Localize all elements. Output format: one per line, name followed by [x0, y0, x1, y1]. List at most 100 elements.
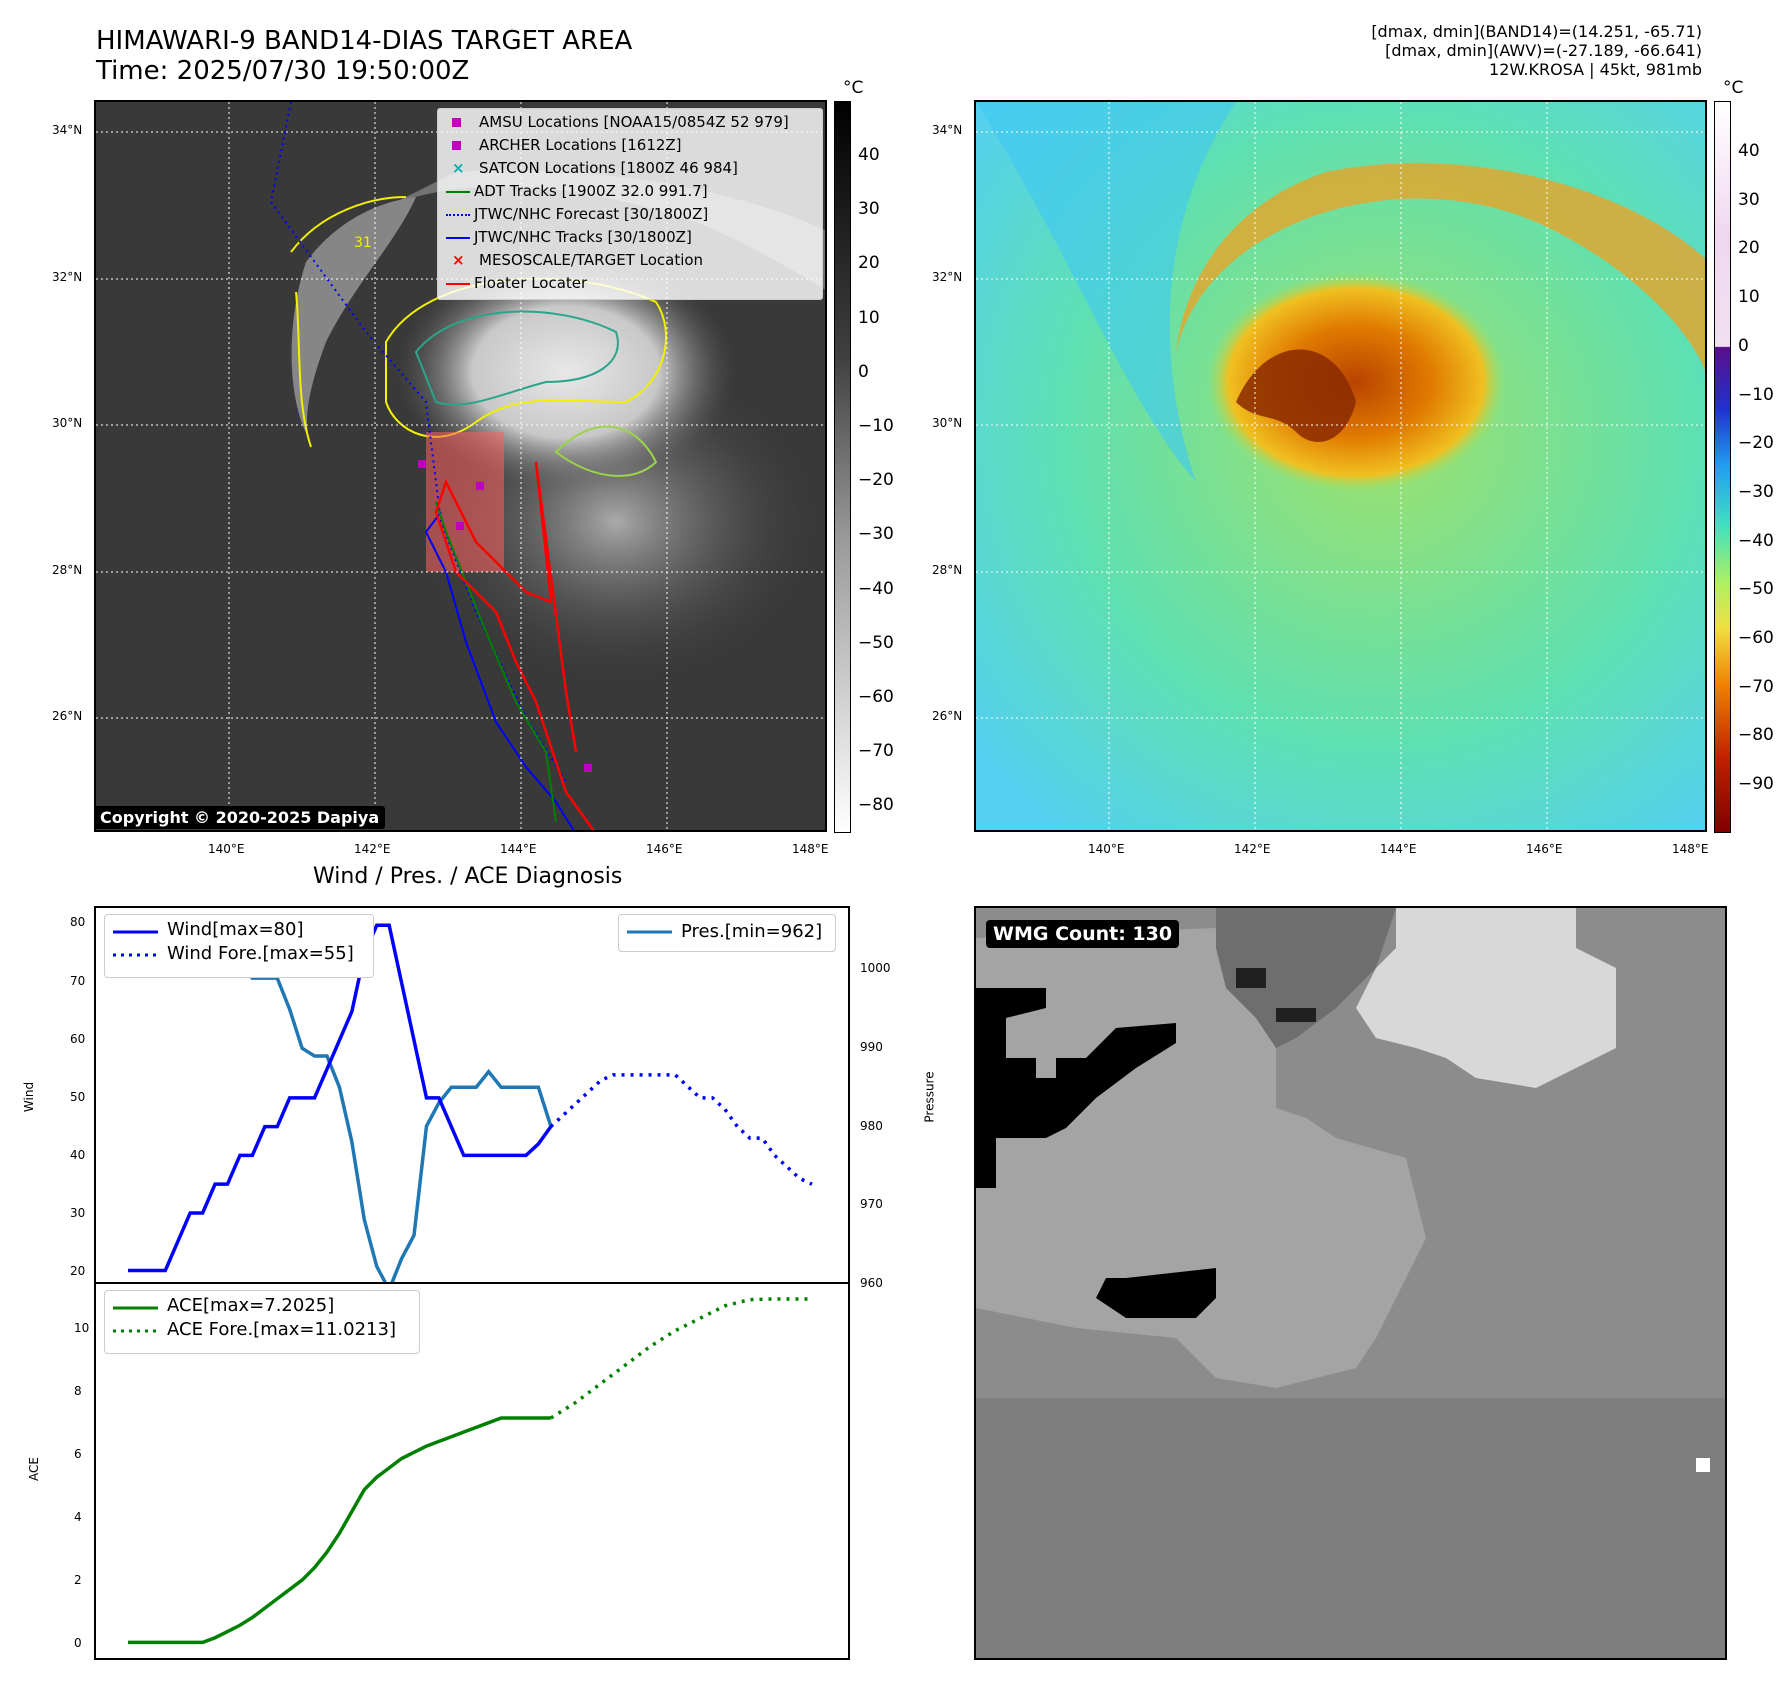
colorbar_awv-tick: −90 [1738, 774, 1774, 795]
ir-lat-label-28: 28°N [52, 563, 83, 577]
colorbar_ir-tick: 20 [858, 253, 880, 274]
contour-green-south [554, 425, 658, 477]
awv-lat-label-28: 28°N [932, 563, 963, 577]
colorbar_ir-tick: 30 [858, 199, 880, 220]
wind-tick: 60 [70, 1031, 86, 1046]
ace-tick: 2 [74, 1573, 82, 1588]
wmg-block-dark-2 [1276, 1008, 1316, 1022]
series-line-1 [399, 982, 553, 1158]
figure-title: HIMAWARI-9 BAND14-DIAS TARGET AREA Time: … [96, 26, 632, 86]
awv-outer-band [1176, 163, 1705, 371]
ir-lon-label-140: 140°E [208, 842, 245, 856]
colorbar_awv-tick: 10 [1738, 287, 1760, 308]
floater-track [434, 461, 595, 830]
info-block: [dmax, dmin](BAND14)=(14.251, -65.71) [d… [1371, 22, 1702, 79]
info-line-3: 12W.KROSA | 45kt, 981mb [1489, 60, 1702, 79]
ace-tick: 0 [74, 1636, 82, 1651]
ace-ylabel: ACE [26, 1457, 41, 1481]
colorbar_awv-tick: 20 [1738, 238, 1760, 259]
pressure-ylabel: Pressure [922, 1071, 937, 1123]
colorbar_ir-tick: 0 [858, 361, 869, 382]
colorbar_ir-tick: −50 [858, 632, 894, 653]
colorbar_awv-tick: −70 [1738, 676, 1774, 697]
title-line-2: Time: 2025/07/30 19:50:00Z [96, 56, 470, 86]
wind-tick: 30 [70, 1206, 86, 1221]
awv-colorbar-unit: °C [1723, 78, 1744, 98]
ir-lat-label-30: 30°N [52, 416, 83, 430]
colorbar_ir-tick: −80 [858, 795, 894, 816]
wmg-lower-field [976, 1398, 1725, 1658]
series-line-0 [128, 1416, 551, 1645]
awv-lon-label-140: 140°E [1088, 842, 1125, 856]
ir-lon-label-142: 142°E [354, 842, 391, 856]
awv-lon-label-146: 146°E [1526, 842, 1563, 856]
colorbar_awv-tick: −40 [1738, 530, 1774, 551]
colorbar_awv-tick: −30 [1738, 481, 1774, 502]
series-line-0 [128, 923, 404, 1273]
colorbar_awv-tick: −80 [1738, 725, 1774, 746]
legend-item-mesoscale: × MESOSCALE/TARGET Location [452, 251, 704, 269]
contour-teal-core [414, 310, 619, 406]
wmg-panel [974, 906, 1727, 1660]
ace-tick: 4 [74, 1510, 82, 1525]
wind-tick: 50 [70, 1089, 86, 1104]
awv-graticule [976, 102, 1705, 830]
ir-lon-label-146: 146°E [646, 842, 683, 856]
colorbar_ir-tick: 40 [858, 145, 880, 165]
awv-lat-label-34: 34°N [932, 123, 963, 137]
ace-legend: ACE[max=7.2025] ACE Fore.[max=11.0213] [104, 1290, 420, 1354]
colorbar_awv-tick: −20 [1738, 433, 1774, 454]
ir-colorbar [834, 101, 851, 833]
ir-colorbar-unit: °C [843, 78, 864, 98]
legend-item-jtwc-tracks: JTWC/NHC Tracks [30/1800Z] [446, 228, 692, 246]
ir-lat-label-34: 34°N [52, 123, 83, 137]
colorbar_ir-tick: −60 [858, 687, 894, 707]
wind-legend: Wind[max=80] Wind Fore.[max=55] [104, 914, 374, 978]
archer-marker [418, 460, 426, 468]
ir-lat-label-32: 32°N [52, 270, 83, 284]
colorbar_awv-tick: −60 [1738, 628, 1774, 648]
legend-wind-fore: Wind Fore.[max=55] [167, 943, 354, 964]
contour-yellow-band [290, 196, 407, 448]
pressure-tick: 990 [860, 1039, 883, 1054]
legend-ace-fore: ACE Fore.[max=11.0213] [167, 1319, 396, 1340]
awv-colorbar [1714, 101, 1731, 833]
wmg-block-black-1 [976, 988, 1176, 1188]
colorbar_ir-tick: −40 [858, 578, 894, 599]
diagnosis-title: Wind / Pres. / ACE Diagnosis [313, 864, 623, 889]
wmg-svg [976, 908, 1725, 1658]
info-line-2: [dmax, dmin](AWV)=(-27.189, -66.641) [1385, 41, 1702, 60]
ace-tick: 8 [74, 1384, 82, 1399]
awv-lon-label-148: 148°E [1672, 842, 1709, 856]
legend-item-jtwc-forecast: JTWC/NHC Forecast [30/1800Z] [446, 205, 708, 223]
mesoscale-target-box [426, 432, 504, 572]
colorbar_awv-tick: 0 [1738, 335, 1749, 356]
colorbar_ir-tick: −10 [858, 416, 894, 436]
awv-core [1206, 272, 1506, 492]
map-legend: AMSU Locations [NOAA15/0854Z 52 979] ARC… [437, 108, 823, 300]
jtwc-track [424, 511, 575, 830]
wmg-region-light [976, 928, 1426, 1388]
colorbar_ir-tick: 10 [858, 307, 880, 328]
series-line-1 [549, 1297, 812, 1420]
pressure-tick: 980 [860, 1118, 883, 1133]
wind-tick: 20 [70, 1264, 86, 1279]
legend-item-amsu: AMSU Locations [NOAA15/0854Z 52 979] [452, 113, 789, 131]
ir-lon-label-144: 144°E [500, 842, 537, 856]
wmg-block-black-2 [1096, 1268, 1216, 1318]
legend-item-floater: Floater Locater [446, 274, 587, 292]
rainband-west [291, 197, 416, 442]
awv-dry-west [976, 102, 1236, 482]
awv-lon-label-142: 142°E [1234, 842, 1271, 856]
awv-lon-label-144: 144°E [1380, 842, 1417, 856]
amsu-marker-3 [584, 764, 592, 772]
legend-wind: Wind[max=80] [167, 919, 304, 940]
legend-item-satcon: × SATCON Locations [1800Z 46 984] [452, 159, 738, 177]
awv-eyewall [1236, 349, 1356, 442]
wind-tick: 80 [70, 915, 86, 930]
wind-tick: 40 [70, 1148, 86, 1163]
pressure-tick: 970 [860, 1197, 883, 1212]
contour-label: 31 [354, 235, 372, 251]
colorbar_awv-tick: −10 [1738, 384, 1774, 405]
awv-map-panel [974, 100, 1707, 832]
